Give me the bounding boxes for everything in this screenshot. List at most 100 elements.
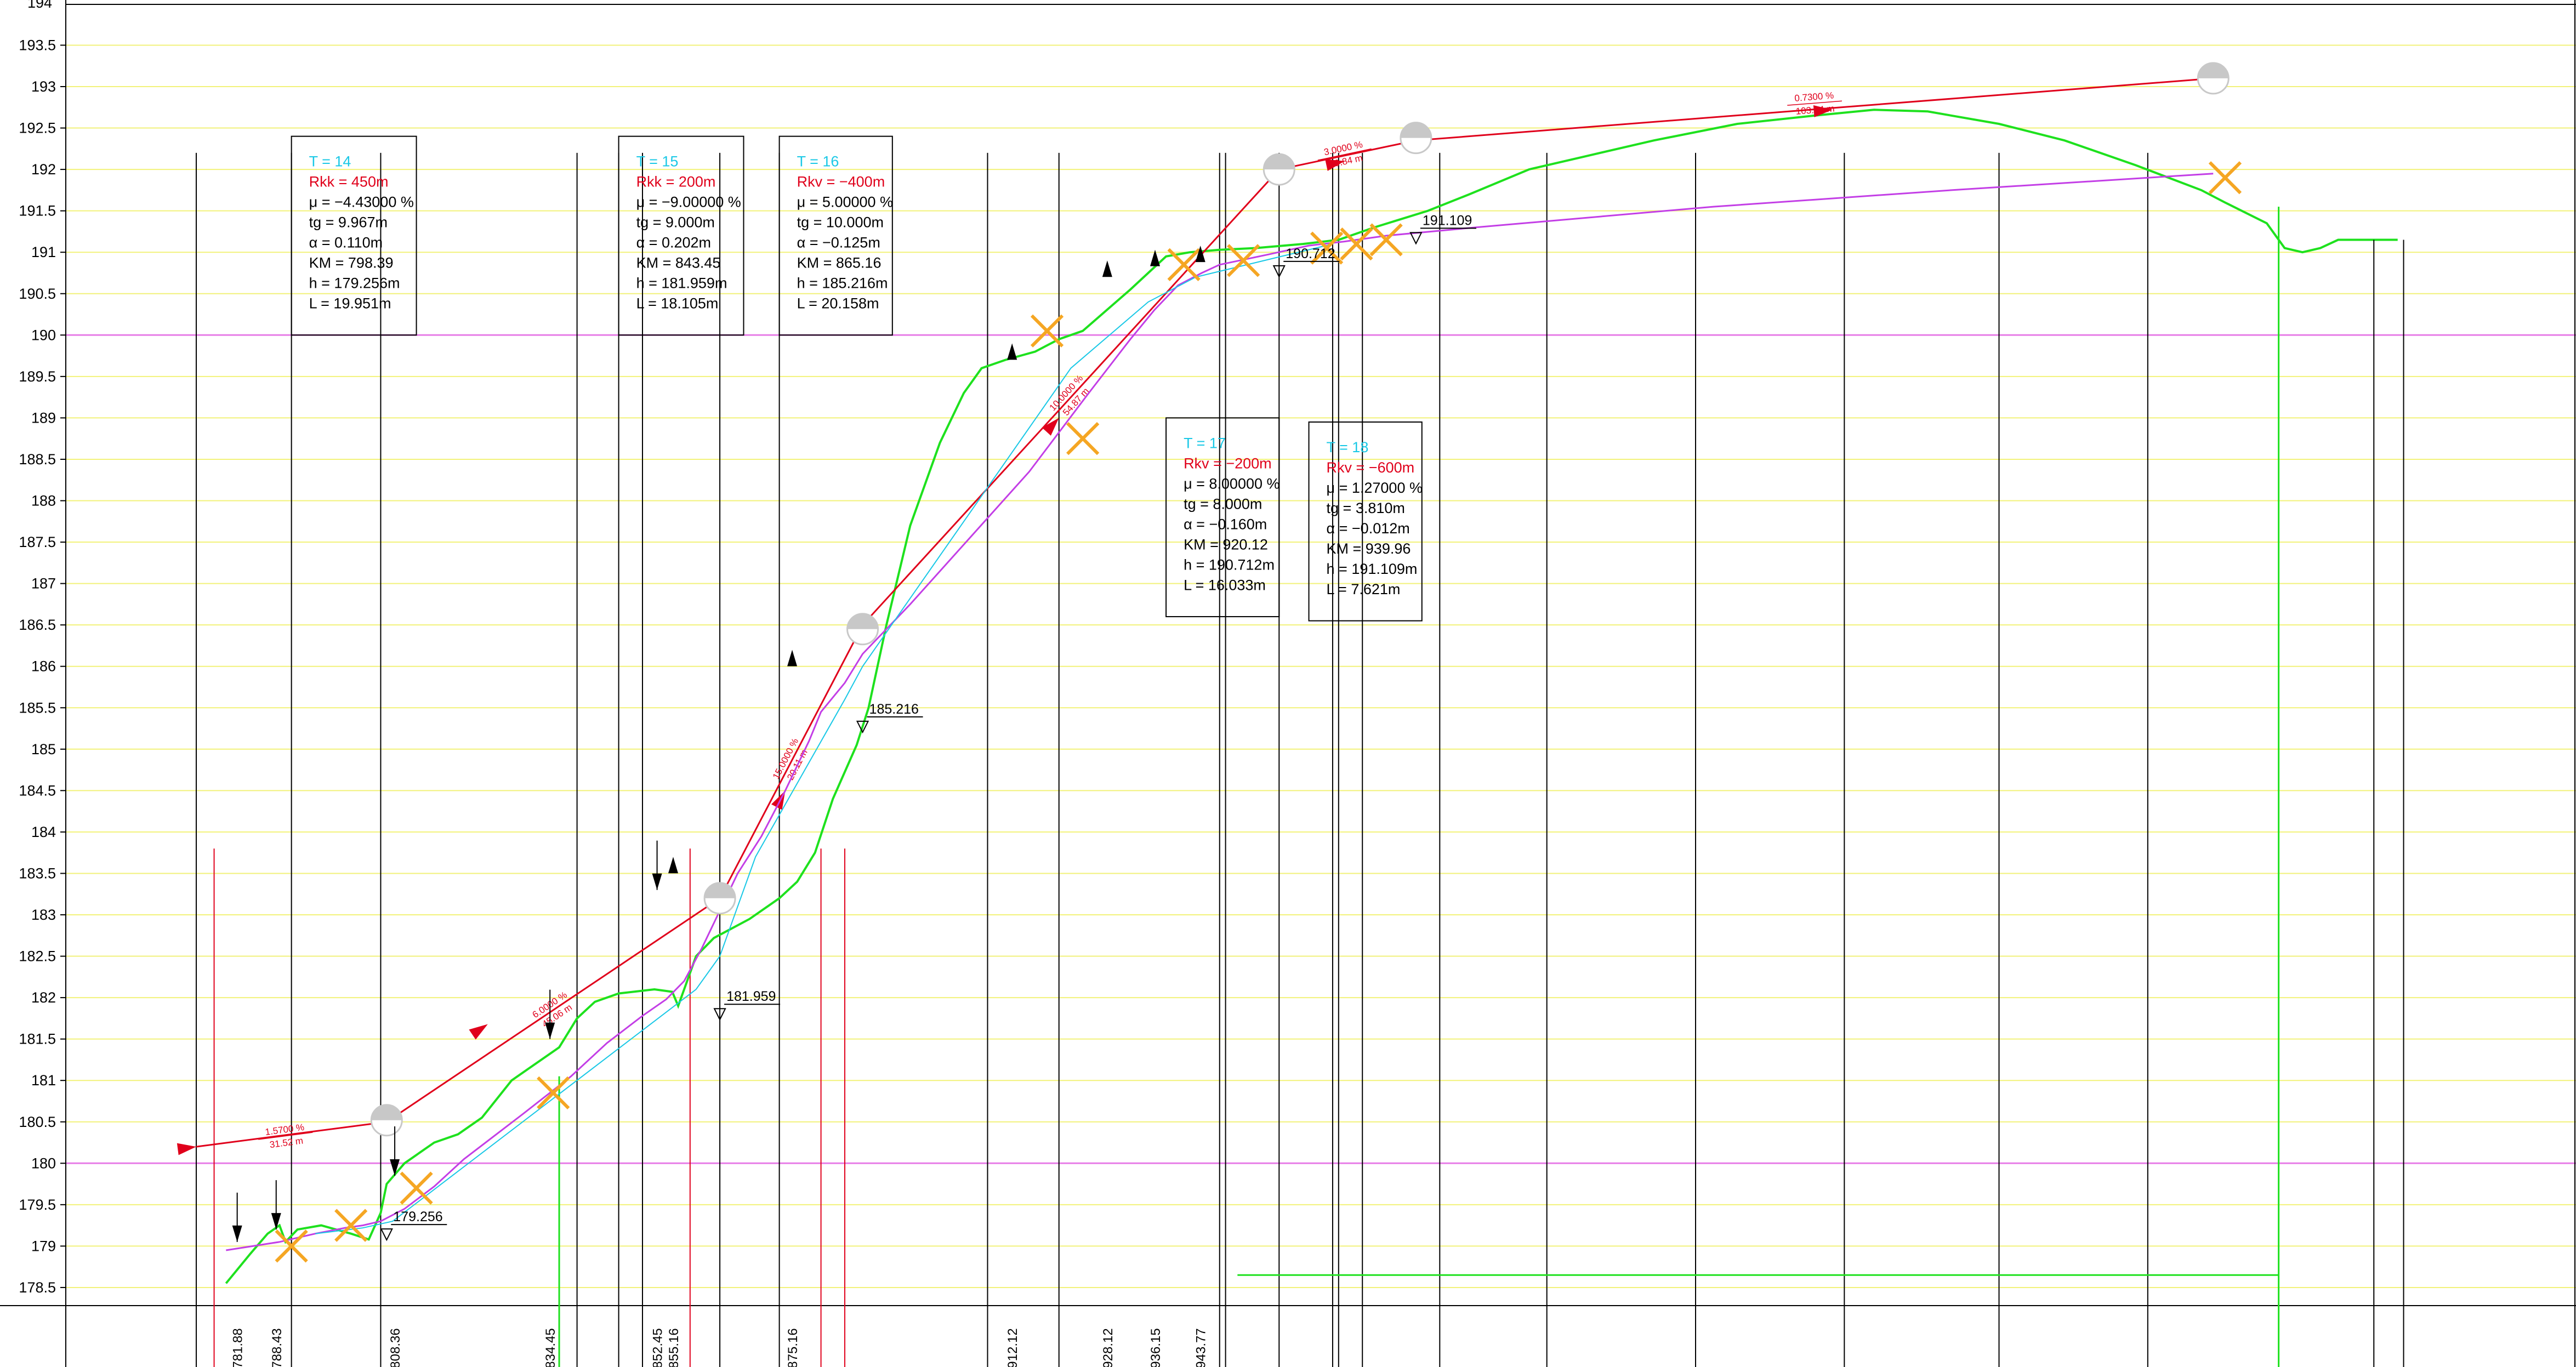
curve-box-line: α = 0.110m <box>309 235 383 251</box>
station-arrowhead <box>271 1213 281 1230</box>
pvi-elevation-label: 185.216 <box>869 702 919 717</box>
curve-box-line: μ = −9.00000 % <box>636 194 741 210</box>
curve-box-line: α = −0.012m <box>1327 520 1410 537</box>
elevation-label: 179 <box>31 1238 56 1254</box>
vertex-cross-stroke <box>1369 223 1403 257</box>
station-vertical-lines <box>196 152 2148 1367</box>
elevation-label: 185 <box>31 741 56 757</box>
station-label: 855.16 <box>667 1328 681 1367</box>
curve-box-line: tg = 8.000m <box>1184 495 1262 512</box>
curve-box-radius: Rkk = 450m <box>309 174 389 190</box>
box-t15: T = 15 Rkk = 200m μ = −9.00000 % tg = 9.000… <box>618 135 744 336</box>
curve-data-boxes: T = 14 Rkk = 450m μ = −4.43000 % tg = 9.967… <box>291 135 1423 622</box>
terrain-profile <box>225 109 2404 1367</box>
station-arrowhead <box>232 1225 242 1242</box>
curve-box-line: KM = 920.12 <box>1184 536 1268 553</box>
elevation-label: 181 <box>31 1072 56 1089</box>
elevation-axis: 194 193.5 193 192.5 192 191.5 191 190.5 190 189.5… <box>19 0 66 1296</box>
pvi-elevation-label: 181.959 <box>726 989 776 1004</box>
vertex-cross-stroke <box>1227 244 1260 277</box>
curve-box-line: KM = 939.96 <box>1327 540 1411 557</box>
curve-box-line: L = 18.105m <box>636 295 719 312</box>
elevation-label: 189.5 <box>19 368 56 385</box>
curve-box-title: T = 14 <box>309 153 351 170</box>
curve-box-frame <box>1308 421 1423 622</box>
pvi-elevation-marker <box>1409 232 1423 245</box>
grade-label: 1.5700 %31.52 m <box>258 1122 313 1150</box>
elevation-label: 178.5 <box>19 1279 56 1296</box>
elevation-label: 179.5 <box>19 1197 56 1213</box>
elevation-label: 188.5 <box>19 451 56 468</box>
curve-box-line: α = −0.160m <box>1184 516 1267 532</box>
grade-underline <box>1787 100 1843 106</box>
elevation-label: 193.5 <box>19 37 56 53</box>
grade-arrowhead <box>1042 418 1059 436</box>
elevation-label: 182 <box>31 989 56 1006</box>
curve-box-line: μ = 1.27000 % <box>1327 480 1423 496</box>
profile-labels: 179.256 181.959 185.216 190.712 191.109 781.8… <box>231 213 1476 1367</box>
curve-box-line: L = 20.158m <box>797 295 879 312</box>
station-label: 852.45 <box>651 1328 666 1367</box>
elevation-label: 180.5 <box>19 1114 56 1130</box>
elevation-label: 189 <box>31 409 56 426</box>
vertex-cross-stroke <box>2208 161 2242 195</box>
grade-underline <box>258 1132 313 1140</box>
vertex-cross-stroke <box>1340 227 1373 261</box>
station-label: 788.43 <box>270 1328 285 1367</box>
terrain-line <box>225 109 2398 1284</box>
curve-box-frame <box>1165 417 1280 618</box>
elevation-label: 181.5 <box>19 1031 56 1047</box>
elevation-label: 184 <box>31 824 56 840</box>
pvi-elevation-marker <box>380 1228 393 1241</box>
elevation-label: 187.5 <box>19 534 56 550</box>
curve-box-line: μ = 5.00000 % <box>797 194 893 210</box>
grade-label: 3.0000 %19.84 m <box>1317 139 1372 170</box>
curve-box-line: tg = 10.000m <box>797 214 884 231</box>
grade-underline <box>1317 148 1372 161</box>
curve-box-frame <box>291 135 417 336</box>
curve-box-line: KM = 798.39 <box>309 255 394 271</box>
grade-underline <box>778 737 805 787</box>
vertex-cross-stroke <box>1167 248 1201 281</box>
elevation-label: 192 <box>31 161 56 178</box>
curve-box-line: α = −0.125m <box>797 235 880 251</box>
elevation-label: 183 <box>31 907 56 923</box>
vertex-cross-stroke <box>537 1076 570 1109</box>
grade-arrowhead <box>469 1024 488 1040</box>
station-arrowhead <box>652 873 662 890</box>
vertical-curve-line <box>315 243 1333 1234</box>
curve-box-frame <box>778 135 893 336</box>
grade-label: 6.0000 %45.06 m <box>530 989 577 1029</box>
curve-box-title: T = 16 <box>797 153 839 170</box>
pvi-circle-half <box>371 1104 402 1120</box>
station-label: 875.16 <box>786 1328 800 1367</box>
station-label: 928.12 <box>1101 1328 1116 1367</box>
curve-box-frame <box>618 135 744 336</box>
station-label: 834.45 <box>543 1328 558 1367</box>
pvi-circle-half <box>1264 154 1295 170</box>
curve-box-radius: Rkv = −600m <box>1327 459 1415 476</box>
grade-arrowhead <box>1325 159 1345 171</box>
curve-box-line: α = 0.202m <box>636 235 711 251</box>
grade-label: 15.0000 %20.11 m <box>771 737 810 787</box>
vertex-cross-stroke <box>275 1229 308 1263</box>
station-label: 912.12 <box>1005 1328 1020 1367</box>
station-arrowhead <box>1195 246 1205 263</box>
elevation-label: 180 <box>31 1155 56 1171</box>
curve-box-line: h = 179.256m <box>309 275 400 292</box>
curve-box-line: L = 7.621m <box>1327 581 1401 597</box>
curve-box-line: h = 185.216m <box>797 275 888 292</box>
station-arrowhead <box>668 857 678 874</box>
elevation-label: 183.5 <box>19 865 56 881</box>
pvi-elevation-label: 179.256 <box>393 1209 442 1224</box>
elevation-label: 193 <box>31 78 56 95</box>
vertex-cross-stroke <box>334 1209 368 1242</box>
curve-box-line: KM = 843.45 <box>636 255 721 271</box>
pvi-elevation-marker <box>856 720 869 734</box>
station-arrowhead <box>1007 343 1017 360</box>
pvi-elevation-label: 190.712 <box>1286 246 1335 261</box>
box-t16: T = 16 Rkv = −400m μ = 5.00000 % tg = 10.00… <box>778 135 893 336</box>
curve-box-line: tg = 3.810m <box>1327 500 1405 516</box>
station-label: 781.88 <box>231 1328 246 1367</box>
elevation-label: 184.5 <box>19 782 56 799</box>
